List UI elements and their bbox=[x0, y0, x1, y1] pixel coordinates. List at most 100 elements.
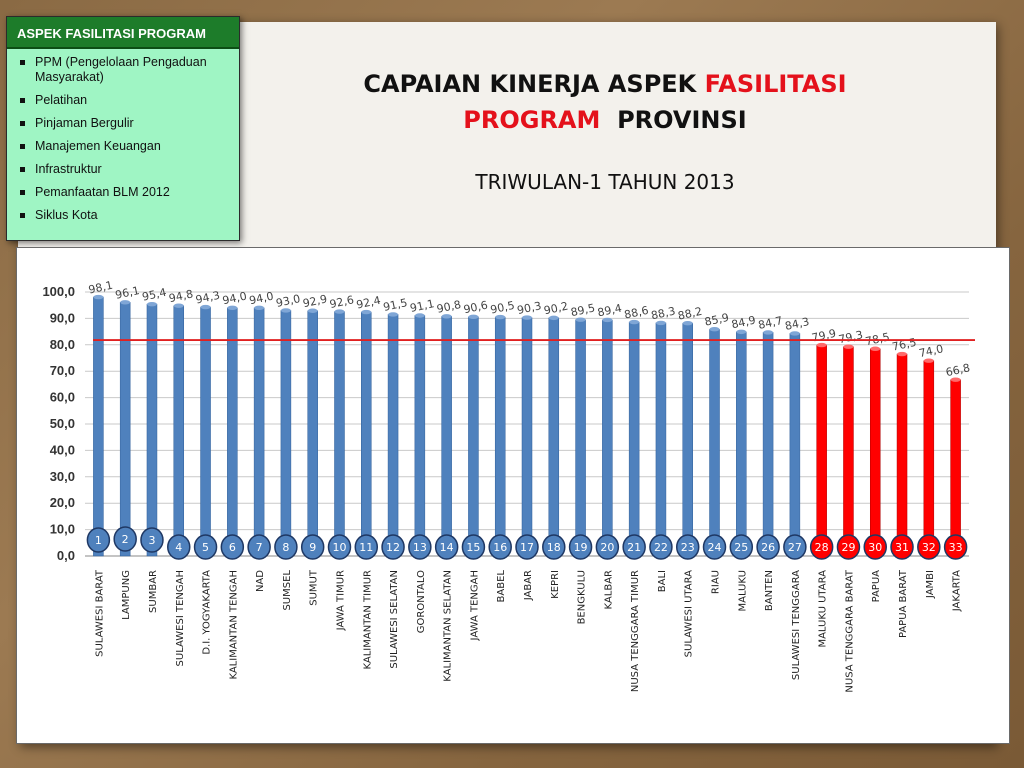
rank-label: 16 bbox=[493, 541, 507, 554]
bar-cap bbox=[602, 317, 613, 323]
info-box-title: ASPEK FASILITASI PROGRAM bbox=[7, 17, 239, 49]
rank-label: 18 bbox=[547, 541, 561, 554]
info-list: PPM (Pengelolaan Pengaduan Masyarakat) P… bbox=[7, 49, 239, 223]
bar bbox=[521, 317, 533, 557]
value-label: 89,5 bbox=[570, 301, 597, 319]
bar-cap bbox=[575, 317, 586, 322]
rank-label: 21 bbox=[627, 541, 641, 554]
bar bbox=[575, 319, 586, 557]
info-item: Pinjaman Bergulir bbox=[17, 116, 231, 131]
bar bbox=[789, 333, 801, 557]
bar-cap bbox=[173, 303, 184, 308]
value-label: 90,8 bbox=[436, 298, 463, 316]
value-label: 98,1 bbox=[87, 279, 114, 297]
rank-label: 32 bbox=[922, 541, 936, 554]
bar bbox=[361, 311, 372, 557]
rank-label: 12 bbox=[386, 541, 400, 554]
y-tick-label: 10,0 bbox=[50, 522, 75, 537]
y-tick-label: 30,0 bbox=[50, 469, 75, 484]
value-label: 84,9 bbox=[730, 314, 757, 332]
bar-cap bbox=[495, 314, 506, 320]
x-tick-label: NAD bbox=[255, 570, 266, 592]
bar-cap bbox=[548, 315, 559, 321]
bar-cap bbox=[682, 320, 693, 326]
rank-label: 5 bbox=[202, 541, 209, 554]
value-label: 91,5 bbox=[382, 296, 409, 314]
bar-cap bbox=[414, 313, 425, 318]
x-tick-label: KALBAR bbox=[603, 570, 614, 609]
bar bbox=[334, 311, 345, 557]
rank-label: 25 bbox=[734, 541, 748, 554]
rank-badge bbox=[247, 534, 271, 560]
bar bbox=[602, 319, 613, 557]
y-tick-label: 80,0 bbox=[50, 337, 75, 352]
bar-cap bbox=[950, 377, 961, 382]
rank-label: 2 bbox=[122, 533, 129, 546]
bar bbox=[414, 315, 426, 557]
bar bbox=[896, 353, 908, 557]
rank-label: 19 bbox=[574, 541, 588, 554]
title-part-3: PROVINSI bbox=[617, 106, 747, 134]
value-label: 92,6 bbox=[328, 293, 355, 311]
rank-label: 28 bbox=[815, 541, 829, 554]
x-tick-label: JAKARTA bbox=[952, 570, 963, 612]
title-part-2: FASILITASI PROGRAM bbox=[463, 70, 847, 134]
rank-badge bbox=[86, 527, 111, 553]
bar-cap bbox=[120, 300, 131, 305]
bar bbox=[548, 317, 560, 557]
rank-badge bbox=[756, 534, 780, 560]
bar bbox=[843, 346, 854, 557]
bar-cap bbox=[709, 327, 720, 332]
bar bbox=[950, 379, 961, 557]
rank-label: 20 bbox=[600, 541, 614, 554]
bar-cap bbox=[789, 331, 800, 336]
bar-chart: 0,0 10,0 20,0 30,0 40,0 50,0 60,0 70,0 80,0 90,0 1… bbox=[42, 279, 975, 693]
rank-badge bbox=[863, 534, 887, 560]
rank-badge bbox=[675, 534, 700, 560]
rank-label: 4 bbox=[175, 541, 182, 554]
rank-badge bbox=[193, 534, 218, 560]
value-label: 74,0 bbox=[918, 342, 945, 360]
info-item: Manajemen Keuangan bbox=[17, 139, 231, 154]
rank-label: 8 bbox=[282, 541, 289, 554]
bar-cap bbox=[93, 294, 104, 300]
rank-label: 14 bbox=[440, 541, 454, 554]
y-tick-label: 0,0 bbox=[57, 548, 75, 563]
x-tick-label: SULAWESI TENGAH bbox=[175, 570, 186, 666]
bar bbox=[816, 344, 827, 557]
rank-badge bbox=[702, 534, 727, 560]
x-tick-label: SULAWESI BARAT bbox=[94, 569, 105, 657]
rank-badge bbox=[568, 534, 593, 560]
x-tick-label: KALIMANTAN TENGAH bbox=[228, 570, 239, 680]
value-label: 90,5 bbox=[489, 299, 516, 317]
rank-label: 1 bbox=[95, 534, 102, 547]
rank-label: 24 bbox=[708, 541, 722, 554]
info-item: PPM (Pengelolaan Pengaduan Masyarakat) bbox=[17, 55, 231, 85]
rank-label: 29 bbox=[841, 541, 855, 554]
bar-cap bbox=[843, 344, 854, 349]
x-tick-label: SUMBAR bbox=[148, 570, 159, 613]
bar-cap bbox=[280, 308, 291, 313]
info-item: Pemanfaatan BLM 2012 bbox=[17, 185, 231, 200]
rank-label: 11 bbox=[359, 541, 373, 554]
rank-badge bbox=[515, 534, 539, 560]
x-tick-label: SUMUT bbox=[309, 569, 320, 606]
y-tick-label: 40,0 bbox=[50, 442, 75, 457]
bar-cap bbox=[334, 309, 345, 314]
rank-label: 26 bbox=[761, 541, 775, 554]
info-box: ASPEK FASILITASI PROGRAM PPM (Pengelolaa… bbox=[6, 16, 240, 241]
y-tick-label: 50,0 bbox=[50, 416, 75, 431]
value-label: 88,2 bbox=[677, 305, 704, 323]
value-label: 79,9 bbox=[811, 327, 838, 345]
rank-label: 23 bbox=[681, 541, 695, 554]
rank-label: 9 bbox=[309, 541, 316, 554]
rank-badge bbox=[408, 534, 432, 560]
value-label: 92,9 bbox=[302, 292, 329, 310]
x-tick-label: KEPRI bbox=[550, 570, 561, 599]
rank-badge bbox=[542, 534, 566, 560]
rank-label: 17 bbox=[520, 541, 534, 554]
y-tick-label: 70,0 bbox=[50, 363, 75, 378]
y-tick-label: 100,0 bbox=[42, 284, 75, 299]
rank-label: 7 bbox=[256, 541, 263, 554]
y-tick-label: 90,0 bbox=[50, 310, 75, 325]
